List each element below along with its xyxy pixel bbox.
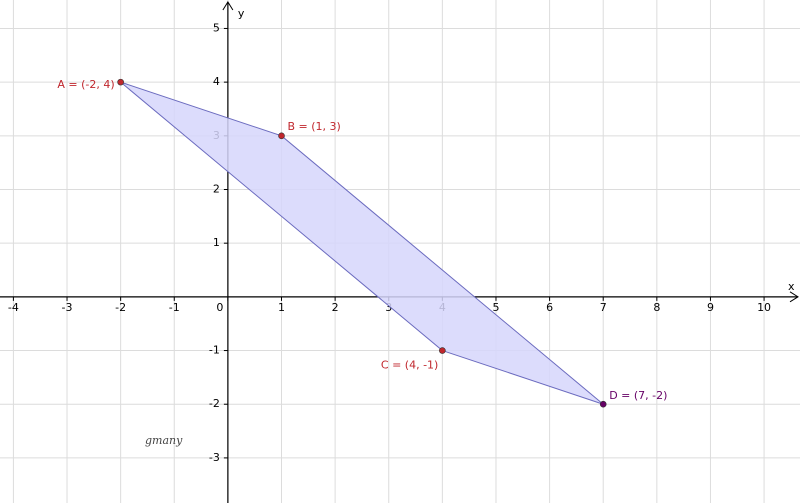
x-tick-label: 10 (757, 301, 771, 314)
y-axis-arrow (222, 1, 234, 11)
x-tick-label: 1 (278, 301, 285, 314)
point-label: C = (4, -1) (381, 359, 438, 372)
y-tick-label: 5 (213, 21, 220, 34)
x-tick-label: -3 (62, 301, 73, 314)
point (117, 78, 124, 86)
x-tick-label: 9 (707, 301, 714, 314)
point-label: A = (-2, 4) (57, 78, 114, 91)
x-axis-arrow (789, 291, 799, 303)
x-tick-label: 3 (385, 301, 392, 314)
x-tick-label: 5 (492, 301, 499, 314)
y-axis-label: y (238, 7, 245, 20)
point-label: B = (1, 3) (288, 120, 341, 133)
y-tick-label: -2 (209, 397, 220, 410)
x-axis-label: x (788, 280, 795, 293)
y-tick-label: -1 (209, 344, 220, 357)
y-tick-label: 1 (213, 236, 220, 249)
y-tick-label: -3 (209, 451, 220, 464)
point (278, 132, 285, 140)
x-tick-label: -4 (8, 301, 19, 314)
x-tick-label: -1 (169, 301, 180, 314)
y-tick-label: 4 (213, 75, 220, 88)
point (599, 400, 607, 408)
x-tick-label: 6 (546, 301, 553, 314)
point (439, 347, 446, 354)
x-tick-label: 0 (216, 301, 223, 314)
x-tick-label: 2 (332, 301, 339, 314)
y-tick-label: 2 (213, 182, 220, 195)
x-tick-label: 7 (600, 301, 607, 314)
x-tick-label: 8 (653, 301, 660, 314)
x-tick-label: -2 (115, 301, 126, 314)
point-label: D = (7, -2) (609, 389, 667, 402)
watermark: gmany (145, 434, 183, 447)
